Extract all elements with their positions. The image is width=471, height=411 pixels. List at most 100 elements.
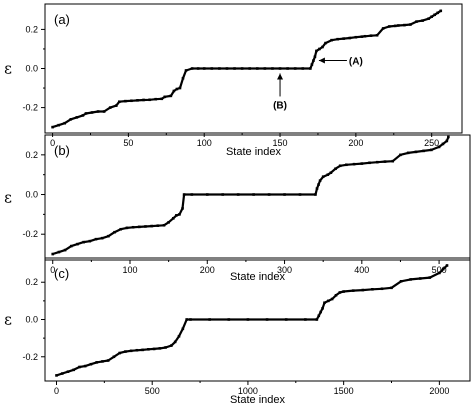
data-point: [225, 67, 229, 70]
data-point: [371, 288, 374, 291]
data-point: [318, 47, 321, 51]
data-point: [177, 334, 181, 338]
data-point: [185, 318, 188, 321]
data-point: [439, 9, 443, 13]
data-point: [90, 111, 94, 114]
data-point: [329, 171, 333, 174]
data-point: [51, 252, 55, 256]
x-tick-label: 1000: [238, 386, 258, 396]
y-tick-label: 0.2: [25, 277, 38, 287]
data-series-line: [52, 136, 450, 256]
data-point: [310, 63, 314, 66]
data-point: [107, 234, 110, 238]
data-point: [57, 123, 60, 127]
data-point: [441, 142, 445, 146]
data-point: [315, 187, 319, 190]
data-point: [233, 67, 236, 70]
data-point: [433, 13, 437, 17]
data-point: [178, 213, 181, 216]
data-point: [330, 297, 334, 301]
data-point: [363, 34, 367, 38]
data-point: [313, 55, 317, 59]
data-point: [252, 193, 255, 196]
data-point: [160, 97, 164, 101]
data-point: [156, 224, 160, 227]
data-point: [227, 318, 231, 321]
data-point: [338, 164, 342, 168]
data-point: [321, 45, 324, 49]
data-point: [181, 207, 184, 210]
x-axis-label: State index: [230, 394, 286, 406]
data-point: [94, 237, 98, 241]
data-point: [447, 135, 450, 139]
y-tick-label: 0.0: [25, 64, 38, 74]
data-point: [368, 161, 371, 165]
data-point: [96, 110, 100, 113]
data-point: [113, 230, 116, 234]
data-point: [170, 344, 173, 347]
data-point: [323, 301, 326, 305]
data-point: [154, 97, 157, 101]
data-point: [184, 69, 188, 72]
data-point: [315, 318, 319, 321]
data-point: [175, 214, 178, 217]
data-point: [124, 99, 127, 103]
data-point: [383, 160, 387, 163]
data-point: [418, 277, 422, 280]
data-point: [441, 267, 445, 271]
plot-frame: [44, 134, 471, 261]
data-point: [330, 38, 333, 42]
data-point: [438, 271, 441, 275]
data-point: [129, 349, 133, 353]
data-point: [248, 67, 252, 70]
annotation-arrowhead: [277, 73, 284, 80]
panel-label: (a): [54, 12, 70, 27]
data-point: [284, 318, 288, 321]
data-point: [445, 139, 449, 143]
data-point: [265, 318, 269, 321]
data-point: [82, 240, 85, 244]
data-point: [403, 23, 406, 27]
data-point: [76, 242, 79, 246]
data-point: [421, 19, 424, 22]
data-point: [436, 11, 440, 15]
data-point: [72, 368, 76, 372]
data-point: [312, 59, 315, 62]
data-point: [338, 291, 342, 294]
x-tick-label: 1500: [334, 386, 354, 396]
x-tick-label: 100: [197, 138, 212, 148]
data-point: [141, 348, 144, 352]
panel-a: 0 50 100 150 200 250 -0.2 0.0 0.2 ε State index (a)…: [4, 3, 463, 158]
x-tick-label: 100: [122, 265, 137, 275]
data-point: [171, 217, 175, 220]
data-point: [445, 264, 449, 267]
data-point: [88, 239, 92, 243]
data-point: [57, 250, 61, 254]
y-tick-label: -0.2: [22, 352, 38, 362]
data-point: [255, 67, 259, 70]
data-point: [286, 67, 289, 70]
data-point: [147, 348, 150, 351]
x-tick-label: 0: [54, 386, 59, 396]
data-point: [430, 148, 433, 152]
data-point: [430, 15, 433, 19]
data-point: [78, 365, 81, 369]
data-point: [63, 121, 67, 125]
data-point: [150, 224, 153, 228]
data-point: [75, 116, 79, 119]
data-point: [321, 307, 324, 310]
data-point: [89, 362, 93, 366]
y-tick-label: 0.2: [25, 150, 38, 160]
data-point: [345, 163, 348, 167]
data-point: [173, 340, 177, 344]
data-point: [380, 287, 384, 291]
data-point: [304, 318, 307, 321]
data-point: [317, 314, 321, 318]
data-point: [393, 24, 397, 28]
data-point: [324, 41, 327, 45]
data-point: [375, 33, 379, 37]
data-point: [101, 360, 104, 363]
data-point: [354, 35, 358, 39]
data-point: [118, 351, 121, 355]
